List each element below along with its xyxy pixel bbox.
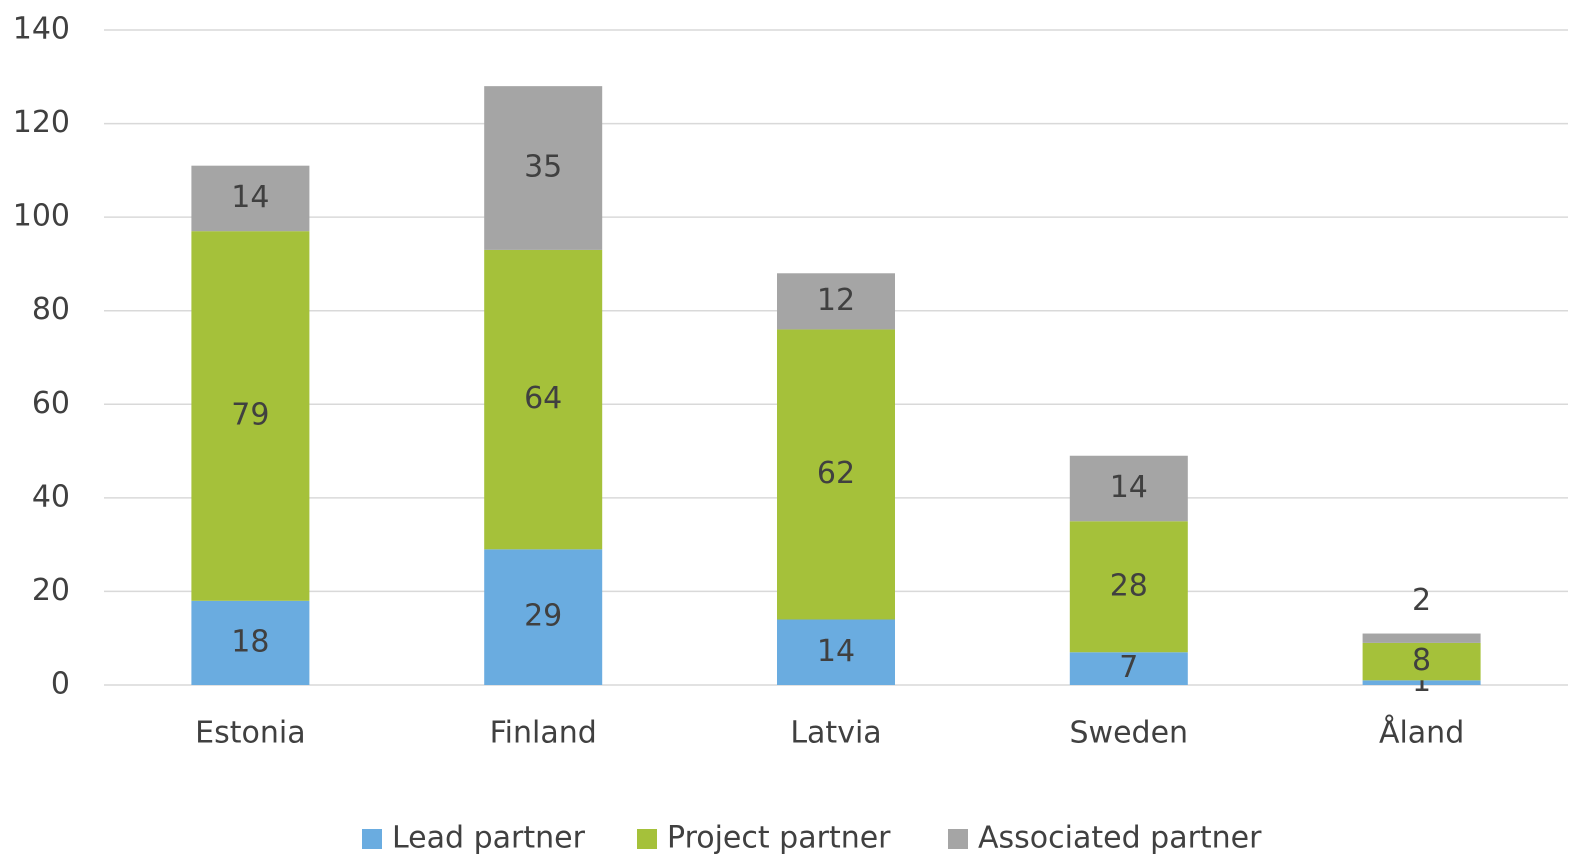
- bar-segment: [1069, 521, 1188, 653]
- legend-swatch: [362, 829, 382, 849]
- bar-segment: [191, 231, 310, 601]
- y-tick-label: 80: [32, 292, 70, 327]
- y-tick-label: 60: [32, 386, 70, 421]
- legend-label: Lead partner: [392, 821, 586, 856]
- data-label: 8: [1412, 643, 1431, 678]
- y-tick-label: 120: [13, 105, 70, 140]
- data-label: 79: [231, 397, 269, 432]
- y-tick-label: 0: [51, 667, 70, 702]
- y-tick-label: 100: [13, 199, 70, 234]
- x-tick-label: Estonia: [195, 716, 305, 751]
- x-tick-label: Sweden: [1070, 716, 1189, 751]
- data-label: 2: [1412, 583, 1431, 618]
- data-label: 14: [1110, 470, 1148, 505]
- bar-segment: [1069, 652, 1188, 685]
- bar-segment: [777, 619, 895, 685]
- legend-label: Project partner: [667, 821, 891, 856]
- y-tick-label: 140: [13, 12, 70, 47]
- data-label: 29: [524, 599, 562, 634]
- data-label: 35: [524, 150, 562, 185]
- bar-segment: [1362, 633, 1481, 643]
- data-label: 7: [1119, 650, 1138, 685]
- bar-segment: [1069, 455, 1188, 522]
- bar-segment: [191, 600, 310, 685]
- bar-segment: [1362, 680, 1481, 685]
- bar-segment: [484, 249, 603, 550]
- bar-segment: [777, 329, 895, 620]
- y-tick-label: 20: [32, 573, 70, 608]
- legend-swatch: [637, 829, 657, 849]
- data-label: 64: [524, 381, 562, 416]
- legend-label: Associated partner: [978, 821, 1262, 856]
- data-label: 28: [1110, 568, 1148, 603]
- x-tick-label: Åland: [1379, 715, 1464, 751]
- data-label: 18: [231, 624, 269, 659]
- data-label: 14: [817, 634, 855, 669]
- legend-swatch: [948, 829, 968, 849]
- bar-segment: [484, 86, 603, 250]
- y-tick-label: 40: [32, 479, 70, 514]
- bar-segment: [777, 273, 895, 330]
- x-tick-label: Latvia: [790, 716, 881, 751]
- data-label: 62: [817, 456, 855, 491]
- data-label: 14: [231, 180, 269, 215]
- bar-segment: [191, 165, 310, 232]
- bar-segment: [1362, 642, 1481, 681]
- x-tick-label: Finland: [490, 716, 597, 751]
- bar-segment: [484, 549, 603, 685]
- data-label: 12: [817, 283, 855, 318]
